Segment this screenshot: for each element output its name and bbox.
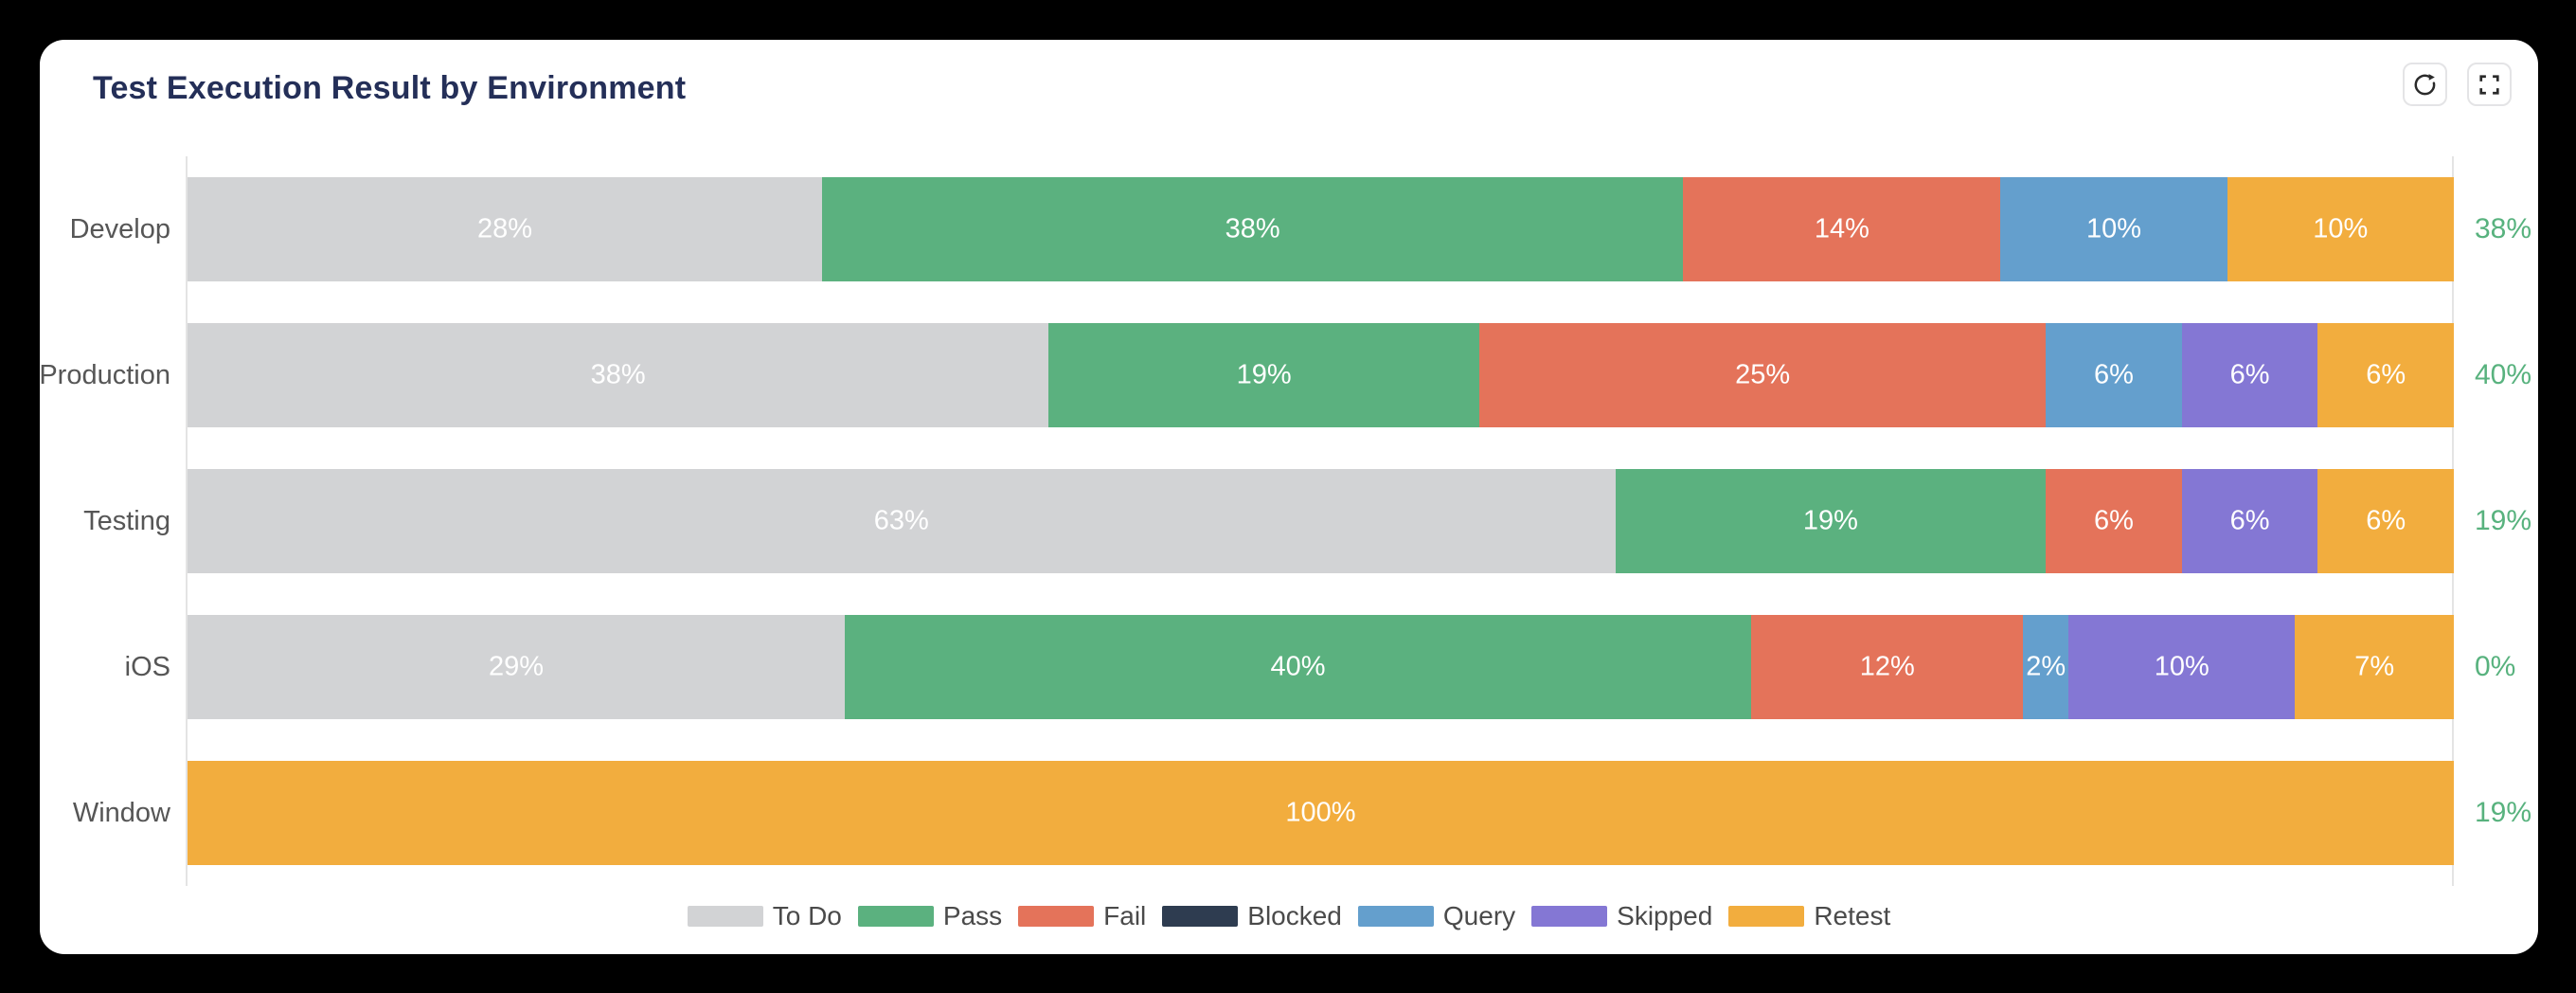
- row-total-label: 19%: [2475, 505, 2532, 536]
- stacked-bar: 29% 40% 12% 2% 10% 7%: [188, 615, 2454, 719]
- legend-label: Fail: [1103, 901, 1147, 930]
- segment-value-label: 6%: [2094, 505, 2134, 536]
- segment-value-label: 10%: [2154, 651, 2209, 682]
- bar-segment-skipped[interactable]: 6%: [2181, 323, 2318, 427]
- legend-swatch: [1531, 906, 1608, 927]
- segment-value-label: 6%: [2366, 505, 2406, 536]
- legend-label: To Do: [772, 901, 842, 930]
- bar-segment-pass[interactable]: 40%: [844, 615, 1752, 719]
- chart-toolbar: [2403, 63, 2512, 106]
- segment-value-label: 100%: [1285, 797, 1356, 828]
- segment-value-label: 63%: [873, 505, 929, 536]
- bar-row-develop: Develop 28% 38% 14% 10% 10% 38%: [70, 156, 2531, 302]
- refresh-icon: [2412, 72, 2438, 98]
- category-label: Testing: [83, 506, 170, 536]
- segment-value-label: 19%: [1236, 359, 1292, 390]
- legend-item-query[interactable]: Query: [1357, 901, 1516, 931]
- legend-item-fail[interactable]: Fail: [1018, 901, 1146, 931]
- row-total-label: 40%: [2475, 359, 2532, 390]
- bar-segment-to-do[interactable]: 63%: [188, 469, 1616, 573]
- fullscreen-icon: [2477, 72, 2502, 98]
- fullscreen-button[interactable]: [2467, 63, 2512, 106]
- legend-item-pass[interactable]: Pass: [857, 901, 1003, 931]
- bar-segment-retest[interactable]: 100%: [188, 761, 2454, 865]
- legend-label: Blocked: [1247, 901, 1342, 930]
- segment-value-label: 10%: [2313, 213, 2369, 244]
- chart-card: Test Execution Result by Environment: [39, 40, 2538, 954]
- bar-segment-pass[interactable]: 19%: [1048, 323, 1479, 427]
- bar-segment-to-do[interactable]: 28%: [188, 177, 823, 281]
- bar-segment-retest[interactable]: 10%: [2227, 177, 2454, 281]
- segment-value-label: 38%: [590, 359, 646, 390]
- bar-row-production: Production 38% 19% 25% 6% 6% 6% 40%: [39, 302, 2531, 448]
- legend-item-to-do[interactable]: To Do: [687, 901, 842, 931]
- legend-swatch: [687, 906, 763, 927]
- segment-value-label: 28%: [476, 213, 533, 244]
- segment-value-label: 25%: [1735, 359, 1791, 390]
- bar-rows: Develop 28% 38% 14% 10% 10% 38% Production 38% 19…: [39, 156, 2531, 886]
- bar-row-ios: iOS 29% 40% 12% 2% 10% 7% 0%: [125, 594, 2515, 740]
- segment-value-label: 6%: [2366, 359, 2406, 390]
- legend-swatch: [857, 906, 934, 927]
- legend-swatch: [1357, 906, 1434, 927]
- segment-value-label: 7%: [2354, 651, 2395, 682]
- bar-segment-fail[interactable]: 6%: [2046, 469, 2182, 573]
- legend-label: Query: [1442, 901, 1516, 930]
- row-total-label: 19%: [2475, 797, 2532, 828]
- bar-segment-fail[interactable]: 12%: [1751, 615, 2024, 719]
- bar-segment-retest[interactable]: 7%: [2295, 615, 2454, 719]
- stacked-bar: 63% 19% 6% 6% 6%: [188, 469, 2454, 573]
- segment-value-label: 10%: [2085, 213, 2142, 244]
- legend-swatch: [1018, 906, 1095, 927]
- legend-item-retest[interactable]: Retest: [1728, 901, 1890, 931]
- bar-segment-retest[interactable]: 6%: [2317, 469, 2454, 573]
- bar-segment-pass[interactable]: 19%: [1615, 469, 2047, 573]
- bar-segment-query[interactable]: 10%: [2000, 177, 2227, 281]
- segment-value-label: 6%: [2229, 505, 2270, 536]
- segment-value-label: 6%: [2094, 359, 2134, 390]
- segment-value-label: 6%: [2229, 359, 2270, 390]
- segment-value-label: 14%: [1814, 213, 1869, 244]
- bar-segment-to-do[interactable]: 38%: [188, 323, 1049, 427]
- refresh-button[interactable]: [2403, 63, 2447, 106]
- stacked-bar: 38% 19% 25% 6% 6% 6%: [188, 323, 2454, 427]
- legend-label: Retest: [1814, 901, 1891, 930]
- bar-segment-retest[interactable]: 6%: [2317, 323, 2454, 427]
- bar-segment-fail[interactable]: 14%: [1683, 177, 2001, 281]
- category-label: iOS: [124, 652, 170, 682]
- chart-title: Test Execution Result by Environment: [93, 70, 687, 106]
- bar-segment-fail[interactable]: 25%: [1478, 323, 2047, 427]
- segment-value-label: 19%: [1802, 505, 1858, 536]
- row-total-label: 38%: [2475, 213, 2532, 244]
- row-total-label: 0%: [2475, 651, 2516, 682]
- segment-value-label: 40%: [1270, 651, 1326, 682]
- legend-swatch: [1162, 906, 1239, 927]
- bar-segment-to-do[interactable]: 29%: [188, 615, 845, 719]
- bar-row-testing: Testing 63% 19% 6% 6% 6% 19%: [83, 448, 2531, 594]
- bar-segment-skipped[interactable]: 6%: [2181, 469, 2318, 573]
- segment-value-label: 2%: [2026, 651, 2066, 682]
- chart-legend: To Do Pass Fail Blocked Query Skipped Retest: [40, 901, 2538, 931]
- stacked-bar: 100%: [188, 761, 2454, 865]
- bar-segment-skipped[interactable]: 10%: [2068, 615, 2296, 719]
- legend-label: Pass: [942, 901, 1003, 930]
- bar-segment-query[interactable]: 6%: [2046, 323, 2182, 427]
- segment-value-label: 29%: [488, 651, 545, 682]
- y-axis-line: [186, 156, 188, 886]
- category-label: Window: [72, 798, 170, 828]
- bar-segment-query[interactable]: 2%: [2023, 615, 2069, 719]
- legend-label: Skipped: [1617, 901, 1713, 930]
- legend-swatch: [1728, 906, 1805, 927]
- category-label: Develop: [69, 214, 170, 244]
- bar-segment-pass[interactable]: 38%: [822, 177, 1684, 281]
- legend-item-blocked[interactable]: Blocked: [1162, 901, 1342, 931]
- plot-area: Develop 28% 38% 14% 10% 10% 38% Production 38% 19…: [39, 156, 2531, 886]
- bar-row-window: Window 100% 19%: [73, 740, 2531, 886]
- stacked-bar: 28% 38% 14% 10% 10%: [188, 177, 2454, 281]
- segment-value-label: 38%: [1225, 213, 1280, 244]
- category-label: Production: [39, 360, 170, 390]
- legend-item-skipped[interactable]: Skipped: [1531, 901, 1712, 931]
- segment-value-label: 12%: [1859, 651, 1915, 682]
